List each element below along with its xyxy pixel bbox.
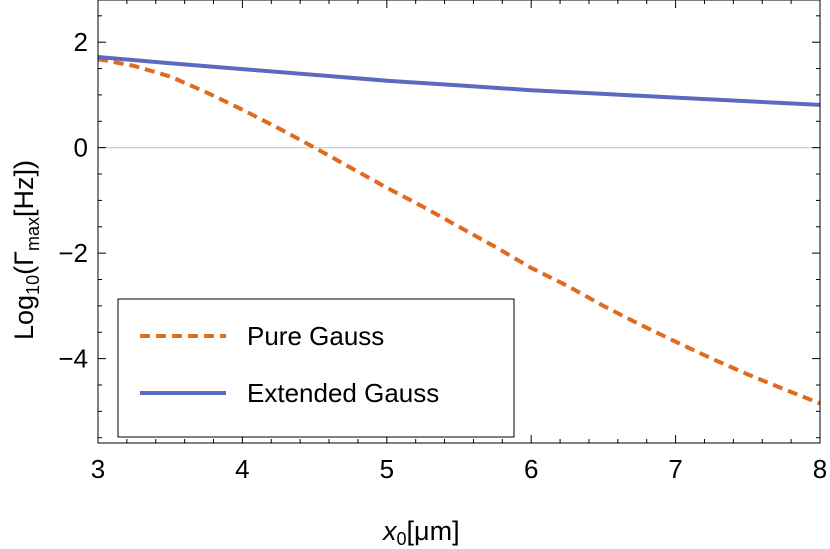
x-tick-label: 8 <box>813 454 827 484</box>
y-tick-label: 2 <box>74 27 88 57</box>
y-axis-ticks: 2 0 −2 −4 <box>58 15 820 439</box>
x-tick-label: 6 <box>524 454 538 484</box>
legend-label-extended-gauss: Extended Gauss <box>247 378 439 408</box>
series-line-pure-gauss <box>97 57 821 406</box>
x-axis-label: x0[μm] <box>381 516 460 549</box>
x-tick-label: 5 <box>380 454 394 484</box>
y-axis-label-submax: max <box>23 217 43 251</box>
x-tick-label: 4 <box>235 454 249 484</box>
plot-border <box>97 0 821 444</box>
y-tick-label: −4 <box>58 344 88 374</box>
x-axis-label-subscript: 0 <box>397 529 407 549</box>
y-tick-label: 0 <box>74 133 88 163</box>
x-tick-label: 3 <box>91 454 105 484</box>
y-axis-label-main: Log <box>9 295 39 340</box>
y-axis-label-mid: (Γ <box>9 251 39 275</box>
legend: Pure Gauss Extended Gauss <box>117 298 515 438</box>
y-axis-label: Log10(Γmax[Hz]) <box>9 160 43 340</box>
x-tick-label: 7 <box>668 454 682 484</box>
legend-label-pure-gauss: Pure Gauss <box>247 321 384 351</box>
x-axis-ticks: 3 4 5 6 7 8 <box>91 0 827 484</box>
y-axis-label-sub10: 10 <box>23 275 43 295</box>
legend-box <box>117 298 515 438</box>
series-line-extended-gauss <box>97 55 821 107</box>
plot-frame <box>97 0 821 444</box>
y-tick-label: −2 <box>58 238 88 268</box>
x-axis-label-main: x <box>381 516 398 546</box>
series-layer <box>97 55 821 406</box>
x-axis-label-unit: [μm] <box>407 516 460 546</box>
y-axis-label-unit: [Hz]) <box>9 160 39 217</box>
